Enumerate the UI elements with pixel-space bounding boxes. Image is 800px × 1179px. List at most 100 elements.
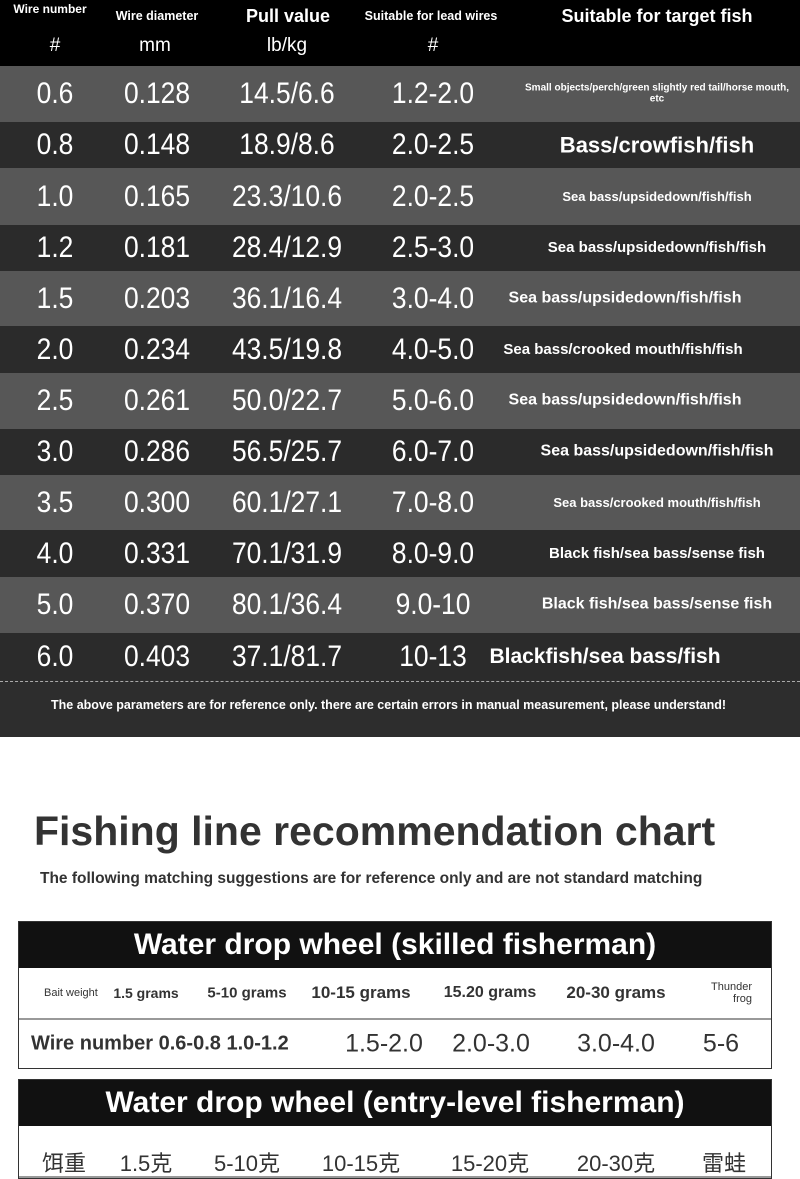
header-lead-wires: Suitable for lead wires bbox=[364, 9, 498, 23]
header-cell: 10-15 grams bbox=[311, 983, 411, 1002]
skilled-header-row: Bait weight 1.5 grams 5-10 grams 10-15 g… bbox=[19, 968, 771, 1020]
table-row: 5.0 0.370 80.1/36.4 9.0-10 Black fish/sea ba… bbox=[0, 577, 800, 633]
cell-target-fish: Sea bass/upsidedown/fish/fish bbox=[547, 239, 767, 257]
cell-pull-value: 36.1/16.4 bbox=[231, 281, 343, 315]
header-cell: 10-15克 bbox=[321, 1151, 401, 1176]
cell-wire-diameter: 0.370 bbox=[123, 588, 191, 621]
entry-table: Water drop wheel (entry-level fisherman)… bbox=[18, 1079, 772, 1179]
cell-pull-value: 14.5/6.6 bbox=[239, 77, 335, 110]
disclaimer-note: The above parameters are for reference o… bbox=[51, 698, 727, 712]
header-pull-value: Pull value bbox=[245, 6, 331, 26]
header-bait-weight: Bait weight bbox=[44, 987, 98, 999]
cell-pull-value: 18.9/8.6 bbox=[239, 128, 335, 161]
header-wire-diameter: Wire diameter bbox=[115, 9, 199, 23]
cell-wire-number: 1.0 bbox=[36, 179, 74, 213]
cell-pull-value: 50.0/22.7 bbox=[231, 384, 343, 417]
header-cell: 20-30克 bbox=[576, 1151, 656, 1176]
value-cell: 1.5-2.0 bbox=[345, 1029, 423, 1058]
header-cell: 15.20 grams bbox=[443, 984, 537, 1001]
header-thunder-frog: Thunder frog bbox=[711, 981, 752, 1005]
table-row: 0.8 0.148 18.9/8.6 2.0-2.5 Bass/crowfish/fis… bbox=[0, 122, 800, 168]
header-cell: 5-10 grams bbox=[207, 984, 287, 1002]
value-cell: 5-6 bbox=[702, 1029, 740, 1058]
cell-wire-number: 1.2 bbox=[36, 231, 74, 264]
table-row: 1.5 0.203 36.1/16.4 3.0-4.0 Sea bass/upsided… bbox=[0, 271, 800, 326]
cell-wire-diameter: 0.261 bbox=[123, 384, 191, 417]
spec-table: Wire number # Wire diameter mm Pull valu… bbox=[0, 0, 800, 737]
cell-wire-diameter: 0.300 bbox=[123, 485, 191, 519]
table-row: 4.0 0.331 70.1/31.9 8.0-9.0 Black fish/sea b… bbox=[0, 530, 800, 577]
cell-wire-number: 3.0 bbox=[36, 435, 74, 468]
cell-wire-number: 3.5 bbox=[36, 485, 74, 519]
cell-lead-wires: 2.0-2.5 bbox=[391, 128, 475, 161]
cell-target-fish: Sea bass/upsidedown/fish/fish bbox=[562, 188, 752, 204]
cell-pull-value: 37.1/81.7 bbox=[231, 639, 343, 673]
cell-target-fish: Bass/crowfish/fish bbox=[559, 132, 755, 158]
header-cell: 雷蛙 bbox=[701, 1151, 747, 1176]
unit-wire-number: # bbox=[49, 35, 61, 56]
cell-wire-number: 4.0 bbox=[36, 536, 74, 570]
cell-target-fish: Sea bass/upsidedown/fish/fish bbox=[508, 391, 742, 409]
cell-lead-wires: 5.0-6.0 bbox=[391, 384, 475, 417]
skilled-table: Water drop wheel (skilled fisherman) Bai… bbox=[18, 921, 772, 1069]
header-target-fish: Suitable for target fish bbox=[561, 6, 753, 26]
cell-wire-diameter: 0.181 bbox=[123, 231, 191, 264]
cell-pull-value: 70.1/31.9 bbox=[231, 536, 343, 570]
cell-target-fish: Sea bass/upsidedown/fish/fish bbox=[508, 289, 742, 307]
entry-header-row: 饵重 1.5克 5-10克 10-15克 15-20克 20-30克 雷蛙 bbox=[19, 1126, 771, 1178]
cell-target-fish: Sea bass/crooked mouth/fish/fish bbox=[503, 340, 743, 358]
cell-lead-wires: 9.0-10 bbox=[395, 588, 471, 621]
cell-wire-diameter: 0.165 bbox=[123, 179, 191, 213]
cell-wire-number: 0.8 bbox=[36, 128, 74, 161]
row-label: Wire number 0.6-0.8 1.0-1.2 bbox=[31, 1032, 289, 1055]
page-title: Fishing line recommendation chart bbox=[34, 808, 716, 854]
cell-lead-wires: 3.0-4.0 bbox=[391, 281, 475, 315]
cell-wire-diameter: 0.148 bbox=[123, 128, 191, 161]
cell-wire-number: 6.0 bbox=[36, 639, 74, 673]
unit-pull-value: lb/kg bbox=[266, 35, 308, 56]
cell-wire-diameter: 0.203 bbox=[123, 281, 191, 315]
cell-target-fish: Sea bass/crooked mouth/fish/fish bbox=[553, 494, 761, 510]
header-cell: 20-30 grams bbox=[566, 983, 666, 1002]
value-cell: 2.0-3.0 bbox=[452, 1029, 530, 1058]
table-row: 3.0 0.286 56.5/25.7 6.0-7.0 Sea bass/upsided… bbox=[0, 429, 800, 475]
header-cell: 1.5 grams bbox=[113, 985, 179, 1001]
cell-lead-wires: 10-13 bbox=[399, 639, 467, 673]
unit-wire-diameter: mm bbox=[139, 35, 171, 56]
cell-pull-value: 28.4/12.9 bbox=[231, 231, 343, 264]
cell-wire-diameter: 0.403 bbox=[123, 639, 191, 673]
header-cell: 1.5克 bbox=[119, 1151, 173, 1176]
cell-pull-value: 56.5/25.7 bbox=[231, 435, 343, 468]
cell-lead-wires: 6.0-7.0 bbox=[391, 435, 475, 468]
skilled-table-title: Water drop wheel (skilled fisherman) bbox=[19, 922, 771, 968]
cell-lead-wires: 7.0-8.0 bbox=[391, 485, 475, 519]
skilled-value-row: Wire number 0.6-0.8 1.0-1.2 1.5-2.0 2.0-… bbox=[19, 1020, 771, 1068]
cell-lead-wires: 4.0-5.0 bbox=[391, 332, 475, 366]
table-row: 3.5 0.300 60.1/27.1 7.0-8.0 Sea bass/crooked… bbox=[0, 475, 800, 530]
header-cell: 5-10克 bbox=[213, 1151, 281, 1176]
cell-wire-number: 2.0 bbox=[36, 332, 74, 366]
cell-wire-number: 0.6 bbox=[36, 77, 74, 110]
cell-pull-value: 23.3/10.6 bbox=[231, 179, 343, 213]
table-row: 2.0 0.234 43.5/19.8 4.0-5.0 Sea bass/crooked… bbox=[0, 326, 800, 373]
cell-wire-number: 1.5 bbox=[36, 281, 74, 315]
cell-wire-diameter: 0.128 bbox=[123, 77, 191, 110]
cell-lead-wires: 2.0-2.5 bbox=[391, 179, 475, 213]
table-row: 2.5 0.261 50.0/22.7 5.0-6.0 Sea bass/upsided… bbox=[0, 373, 800, 429]
table-row: 1.0 0.165 23.3/10.6 2.0-2.5 Sea bass/upsided… bbox=[0, 168, 800, 225]
cell-pull-value: 80.1/36.4 bbox=[231, 588, 343, 621]
cell-wire-number: 2.5 bbox=[36, 384, 74, 417]
unit-lead-wires: # bbox=[427, 35, 439, 56]
cell-target-fish: Black fish/sea bass/sense fish bbox=[541, 595, 773, 613]
table-row: 0.6 0.128 14.5/6.6 1.2-2.0 Small objects/per… bbox=[0, 66, 800, 122]
cell-wire-number: 5.0 bbox=[36, 588, 74, 621]
table-row: 1.2 0.181 28.4/12.9 2.5-3.0 Sea bass/upsided… bbox=[0, 225, 800, 271]
cell-wire-diameter: 0.286 bbox=[123, 435, 191, 468]
cell-pull-value: 43.5/19.8 bbox=[231, 332, 343, 366]
entry-table-title: Water drop wheel (entry-level fisherman) bbox=[19, 1080, 771, 1126]
cell-wire-diameter: 0.234 bbox=[123, 332, 191, 366]
cell-target-fish: Blackfish/sea bass/fish bbox=[489, 644, 721, 668]
header-wire-number: Wire number bbox=[13, 2, 87, 16]
header-cell: 饵重 bbox=[41, 1151, 87, 1176]
cell-lead-wires: 2.5-3.0 bbox=[391, 231, 475, 264]
